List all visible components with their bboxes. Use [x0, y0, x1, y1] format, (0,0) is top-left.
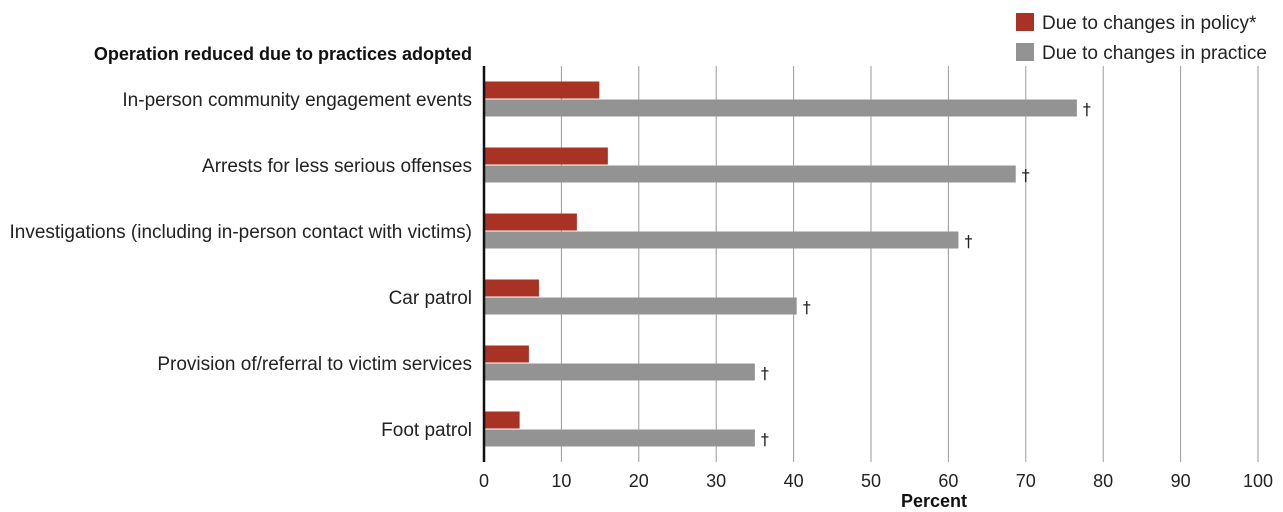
significance-dagger: †: [761, 364, 769, 383]
x-tick-label: 30: [706, 471, 726, 491]
bar-practice: [484, 429, 755, 447]
gridlines: [560, 66, 1259, 462]
x-tick-label: 10: [551, 471, 571, 491]
x-tick-label: 100: [1243, 471, 1273, 491]
category-labels: In-person community engagement events Arr…: [9, 90, 472, 441]
x-axis-title: Percent: [901, 491, 967, 511]
x-tick-label: 0: [479, 471, 489, 491]
bar-policy: [484, 411, 520, 429]
x-tick-label: 20: [629, 471, 649, 491]
bar-practice: [484, 99, 1077, 117]
bars: [484, 81, 1077, 447]
x-tick-label: 70: [1016, 471, 1036, 491]
category-label: Provision of/referral to victim services: [157, 354, 472, 375]
bar-practice: [484, 363, 755, 381]
legend-label-practice: Due to changes in practice: [1042, 43, 1267, 64]
bar-policy: [484, 213, 577, 231]
significance-dagger: †: [1083, 100, 1091, 119]
category-label: Foot patrol: [381, 420, 472, 441]
x-tick-label: 80: [1093, 471, 1113, 491]
category-label: Investigations (including in-person cont…: [9, 222, 472, 243]
x-tick-label: 60: [938, 471, 958, 491]
category-label: Arrests for less serious offenses: [202, 156, 472, 177]
significance-dagger: †: [1022, 166, 1030, 185]
significance-dagger: †: [761, 430, 769, 449]
bar-policy: [484, 147, 608, 165]
legend: Due to changes in policy* Due to changes…: [1016, 13, 1267, 64]
bar-practice: [484, 297, 797, 315]
bar-policy: [484, 279, 539, 297]
bar-policy: [484, 345, 529, 363]
legend-swatch-practice: [1016, 43, 1034, 61]
significance-dagger: †: [964, 232, 972, 251]
bar-policy: [484, 81, 600, 99]
category-label: In-person community engagement events: [122, 90, 472, 111]
x-tick-labels: 0 10 20 30 40 50 60 70 80 90 100: [479, 471, 1273, 491]
category-label: Car patrol: [389, 288, 472, 309]
x-tick-label: 50: [861, 471, 881, 491]
significance-dagger: †: [803, 298, 811, 317]
bar-practice: [484, 231, 959, 249]
legend-swatch-policy: [1016, 13, 1034, 31]
legend-label-policy: Due to changes in policy*: [1042, 13, 1257, 34]
x-tick-label: 90: [1171, 471, 1191, 491]
chart-title: Operation reduced due to practices adopt…: [94, 44, 472, 64]
x-tick-label: 40: [784, 471, 804, 491]
bar-practice: [484, 165, 1016, 183]
significance-markers: † † † † † †: [761, 100, 1091, 449]
